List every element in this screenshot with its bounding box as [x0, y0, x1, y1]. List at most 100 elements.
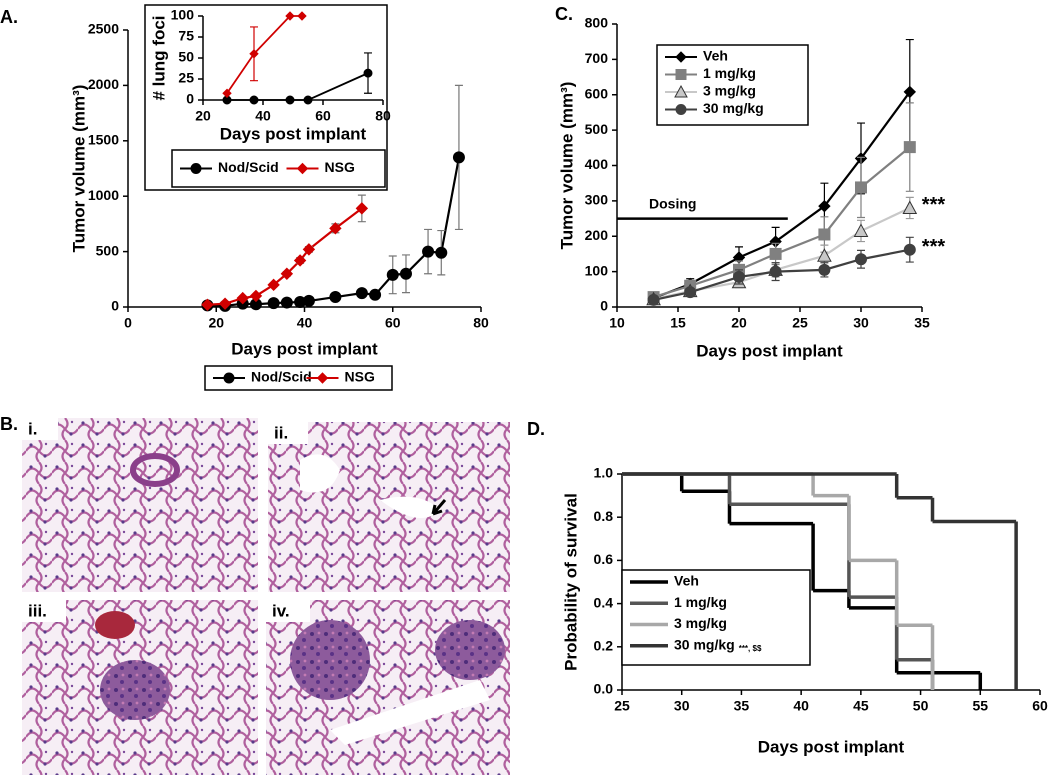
x-axis-title: Days post implant [696, 341, 843, 360]
marker [818, 228, 831, 241]
marker [267, 278, 280, 292]
panel-label: B. [0, 414, 18, 434]
x-tick-label: 80 [473, 315, 489, 331]
y-axis-title: Tumor volume (mm³) [557, 82, 576, 250]
marker [297, 11, 307, 21]
marker [267, 297, 280, 310]
panel-label: D. [527, 419, 545, 439]
x-tick-label: 20 [195, 108, 211, 124]
y-tick-label: 0 [186, 91, 194, 107]
series-line [226, 15, 302, 94]
legend-label: 1 mg/kg [674, 594, 727, 610]
legend-label: NSG [345, 369, 375, 385]
marker [675, 69, 687, 80]
legend-label: Veh [703, 48, 728, 64]
label-box [266, 600, 310, 622]
x-tick-label: 20 [731, 315, 747, 331]
histology-detail [100, 660, 170, 720]
marker [293, 254, 307, 267]
x-tick-label: 55 [972, 698, 988, 714]
histology-image [22, 418, 258, 592]
marker [684, 286, 697, 299]
marker [355, 202, 369, 215]
histology-detail [290, 620, 370, 700]
marker [302, 243, 316, 256]
marker [285, 95, 295, 105]
significance-label: *** [922, 194, 946, 216]
x-tick-label: 40 [793, 698, 809, 714]
x-tick-label: 10 [609, 315, 625, 331]
y-tick-label: 500 [96, 242, 120, 258]
image-label: ii. [274, 423, 288, 442]
legend-label: 30 mg/kg [674, 636, 735, 652]
marker [218, 297, 232, 310]
x-tick-label: 0 [124, 315, 132, 331]
y-tick-label: 100 [585, 262, 609, 278]
marker [329, 291, 342, 304]
marker [399, 267, 412, 280]
arrow [431, 499, 447, 516]
image-label: iv. [272, 601, 290, 620]
x-tick-label: 35 [734, 698, 750, 714]
x-tick-label: 20 [208, 315, 224, 331]
marker [201, 298, 214, 311]
dosing-label: Dosing [649, 195, 696, 211]
marker [435, 246, 448, 259]
x-axis-title: Days post implant [758, 737, 905, 756]
y-tick-label: 100 [171, 7, 195, 23]
significance-label: *** [922, 236, 946, 258]
y-tick-label: 0.2 [594, 638, 614, 654]
marker [249, 289, 263, 303]
legend-note: ***, $$ [739, 644, 762, 653]
x-tick-label: 60 [1032, 698, 1048, 714]
marker [296, 162, 309, 175]
y-tick-label: 0 [600, 298, 608, 314]
x-tick-label: 60 [315, 108, 331, 124]
marker [249, 49, 259, 59]
legend-label: Nod/Scid [218, 159, 279, 175]
legend-label: 3 mg/kg [703, 83, 756, 99]
image-label: iii. [28, 601, 47, 620]
marker [316, 372, 329, 384]
legend-label: 30 mg/kg [703, 100, 764, 116]
image-label: i. [28, 419, 37, 438]
label-box [22, 600, 66, 622]
histology-detail [435, 620, 505, 680]
y-tick-label: 75 [178, 28, 194, 44]
marker [452, 151, 465, 164]
marker [903, 243, 916, 256]
y-tick-label: 1.0 [594, 465, 614, 481]
marker [363, 68, 373, 78]
marker [903, 141, 916, 154]
panel-b: B. i. ii. iii. iv. [0, 414, 510, 775]
marker [190, 163, 202, 174]
marker [674, 84, 688, 98]
histology-detail [95, 611, 135, 639]
histology-detail [300, 454, 440, 518]
marker [280, 267, 294, 280]
legend-label: Nod/Scid [251, 369, 312, 385]
x-tick-label: 40 [297, 315, 313, 331]
x-axis-title: Days post implant [220, 124, 367, 143]
marker [329, 222, 342, 235]
marker [280, 296, 293, 309]
marker [236, 291, 249, 305]
marker [855, 181, 867, 194]
y-axis-title: Probability of survival [561, 493, 580, 671]
legend-label: NSG [325, 159, 355, 175]
marker [675, 104, 687, 115]
y-tick-label: 500 [585, 121, 609, 137]
marker [223, 372, 235, 384]
y-tick-label: 600 [585, 85, 609, 101]
marker [285, 11, 295, 21]
marker [769, 247, 782, 260]
panel-label: A. [0, 7, 18, 27]
marker [249, 95, 259, 105]
x-tick-label: 60 [385, 315, 401, 331]
y-tick-label: 0.0 [594, 681, 614, 697]
marker [818, 199, 831, 213]
y-tick-label: 0.4 [594, 594, 614, 610]
y-tick-label: 0.8 [594, 508, 614, 524]
x-tick-label: 45 [853, 698, 869, 714]
marker [817, 248, 832, 262]
